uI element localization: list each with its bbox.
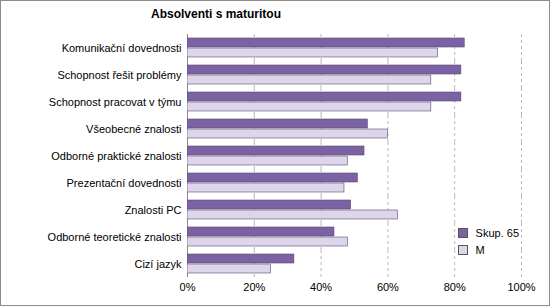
svg-text:100%: 100% bbox=[507, 281, 535, 293]
html-text:M: M bbox=[475, 244, 485, 256]
svg-text:Prezentační dovednosti: Prezentační dovednosti bbox=[67, 177, 182, 189]
svg-text:Odborné praktické znalosti: Odborné praktické znalosti bbox=[51, 150, 181, 162]
svg-text:60%: 60% bbox=[377, 281, 399, 293]
svg-text:80%: 80% bbox=[444, 281, 466, 293]
svg-text:0%: 0% bbox=[180, 281, 196, 293]
svg-text:Schopnost pracovat v týmu: Schopnost pracovat v týmu bbox=[49, 96, 182, 108]
svg-text:20%: 20% bbox=[243, 281, 265, 293]
svg-text:Znalosti PC: Znalosti PC bbox=[125, 204, 182, 216]
svg-text:Odborné teoretické znalosti: Odborné teoretické znalosti bbox=[48, 231, 182, 243]
svg-text:Schopnost řešit problémy: Schopnost řešit problémy bbox=[57, 69, 182, 81]
svg-text:Komunikační dovednosti: Komunikační dovednosti bbox=[62, 42, 182, 54]
html-text:Skup. 65: Skup. 65 bbox=[475, 227, 519, 239]
svg-text:Cizí jazyk: Cizí jazyk bbox=[134, 258, 182, 270]
svg-text:Všeobecné znalosti: Všeobecné znalosti bbox=[86, 123, 181, 135]
html-text:Absolventi s maturitou: Absolventi s maturitou bbox=[151, 7, 281, 21]
svg-text:40%: 40% bbox=[310, 281, 332, 293]
